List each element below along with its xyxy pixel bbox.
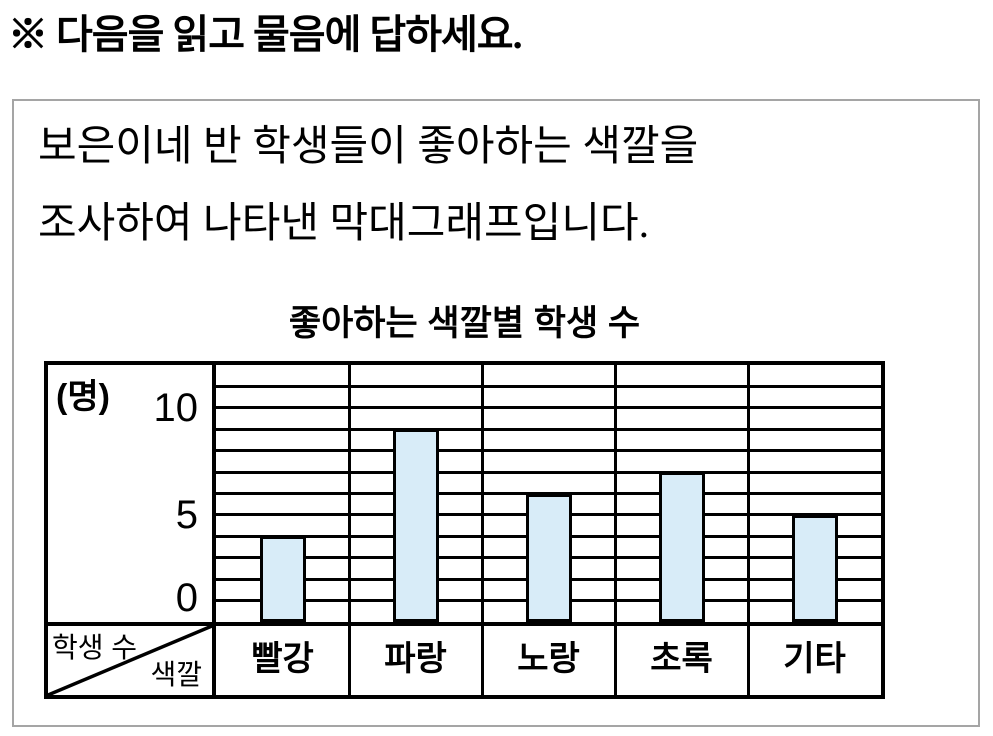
- description-line-1: 보은이네 반 학생들이 좋아하는 색깔을: [38, 124, 699, 170]
- bar-2: [392, 429, 439, 622]
- gridline: [216, 449, 881, 453]
- y-tick-label: 0: [175, 576, 198, 620]
- category-row: 학생 수 색깔: [48, 622, 881, 695]
- gridline: [216, 384, 881, 388]
- category-label-5: 기타: [783, 640, 846, 678]
- bar-3: [525, 493, 572, 622]
- y-axis-header: (명) 0 5 10: [48, 365, 216, 622]
- column-separator: [613, 365, 617, 695]
- category-label-4: 초록: [650, 640, 713, 678]
- bar-1: [259, 536, 306, 622]
- problem-box: 보은이네 반 학생들이 좋아하는 색깔을 조사하여 나타낸 막대그래프입니다. …: [12, 99, 980, 727]
- category-label-2: 파랑: [384, 640, 447, 678]
- gridline: [216, 470, 881, 474]
- diagonal-line: [48, 626, 212, 695]
- category-label-3: 노랑: [517, 640, 580, 678]
- column-separator: [347, 365, 351, 695]
- gridline: [216, 406, 881, 410]
- description-line-2: 조사하여 나타낸 막대그래프입니다.: [38, 201, 650, 247]
- gridline: [216, 427, 881, 431]
- column-separator: [480, 365, 484, 695]
- y-tick-label: 10: [153, 385, 199, 430]
- category-label-1: 빨강: [251, 640, 314, 678]
- bar-5: [791, 514, 838, 622]
- plot-area: [216, 365, 881, 622]
- corner-col-label: 색깔: [150, 659, 202, 690]
- bar-chart: (명) 0 5 10 학생 수 색깔 빨강 파랑 노랑 초록 기타: [44, 361, 885, 699]
- problem-description: 보은이네 반 학생들이 좋아하는 색깔을 조사하여 나타낸 막대그래프입니다.: [38, 109, 698, 263]
- y-tick-label: 5: [175, 492, 198, 537]
- bar-4: [658, 472, 705, 622]
- chart-title: 좋아하는 색깔별 학생 수: [288, 304, 641, 343]
- y-axis-unit-label: (명): [56, 378, 110, 416]
- corner-cell: 학생 수 색깔: [48, 626, 216, 695]
- column-separator: [746, 365, 750, 695]
- corner-row-label: 학생 수: [52, 632, 138, 663]
- instruction-text: ※ 다음을 읽고 물음에 답하세요.: [8, 12, 523, 57]
